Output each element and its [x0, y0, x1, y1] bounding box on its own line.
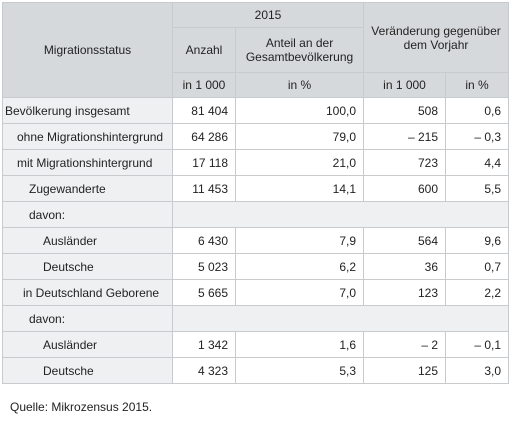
- table-row: ohne Migrationshintergrund 64 286 79,0– 21…: [2, 123, 510, 150]
- empty-cell: [171, 201, 510, 228]
- row-label: Deutsche: [2, 357, 173, 384]
- value-cell: 81 404: [172, 97, 236, 124]
- value-cell: 36: [363, 253, 447, 280]
- value-cell: – 0,1: [445, 331, 510, 358]
- table-row: Ausländer 6 430 7,9 564 9,6: [2, 227, 510, 254]
- row-label: ohne Migrationshintergrund: [2, 123, 173, 150]
- table-row: Zugewanderte 11 453 14,1 600 5,5: [2, 175, 510, 202]
- value-cell: 4,4: [445, 149, 510, 176]
- value-cell: 17 118: [172, 149, 236, 176]
- header-unit: in %: [445, 72, 510, 98]
- header-change: Veränderung gegenüber dem Vorjahr: [363, 2, 510, 73]
- empty-cell: [171, 305, 510, 332]
- value-cell: 7,0: [234, 279, 365, 306]
- value-cell: 123: [363, 279, 447, 306]
- value-cell: 3,0: [445, 357, 510, 384]
- value-cell: 0,6: [445, 97, 510, 124]
- table-row: Ausländer 1 342 1,6– 2– 0,1: [2, 331, 510, 358]
- value-cell: – 0,3: [445, 123, 510, 150]
- value-cell: 9,6: [445, 227, 510, 254]
- value-cell: 5,3: [234, 357, 365, 384]
- value-cell: 11 453: [172, 175, 236, 202]
- value-cell: 508: [363, 97, 447, 124]
- row-label: Ausländer: [2, 227, 173, 254]
- value-cell: 6,2: [234, 253, 365, 280]
- value-cell: 2,2: [445, 279, 510, 306]
- table-row: Deutsche 5 023 6,2 36 0,7: [2, 253, 510, 280]
- table-row: mit Migrationshintergrund 17 118 21,0 723 4,…: [2, 149, 510, 176]
- value-cell: 14,1: [234, 175, 365, 202]
- table-body: Bevölkerung insgesamt 81 404 100,0 508 0,6 oh…: [2, 97, 510, 384]
- table-row: Bevölkerung insgesamt 81 404 100,0 508 0,6: [2, 97, 510, 124]
- row-label: davon:: [2, 305, 173, 332]
- header-status: Migrationsstatus: [2, 2, 173, 98]
- value-cell: 6 430: [172, 227, 236, 254]
- value-cell: 125: [363, 357, 447, 384]
- header-unit: in %: [234, 72, 365, 98]
- value-cell: 5,5: [445, 175, 510, 202]
- row-label: Deutsche: [2, 253, 173, 280]
- value-cell: 79,0: [234, 123, 365, 150]
- value-cell: 600: [363, 175, 447, 202]
- table-row: davon:: [2, 305, 510, 332]
- row-label: in Deutschland Geborene: [2, 279, 173, 306]
- value-cell: 100,0: [234, 97, 365, 124]
- value-cell: 1,6: [234, 331, 365, 358]
- row-label: Bevölkerung insgesamt: [2, 97, 173, 124]
- header-column: Anteil an der Gesamtbevölkerung: [234, 27, 365, 73]
- row-label: davon:: [2, 201, 173, 228]
- value-cell: – 215: [363, 123, 447, 150]
- value-cell: 64 286: [172, 123, 236, 150]
- value-cell: 723: [363, 149, 447, 176]
- row-label: Ausländer: [2, 331, 173, 358]
- table-row: Deutsche 4 323 5,3 125 3,0: [2, 357, 510, 384]
- header-column: Anzahl: [172, 27, 236, 73]
- data-table: Migrationsstatus 2015 Veränderung gegenü…: [2, 2, 510, 384]
- value-cell: 21,0: [234, 149, 365, 176]
- header-unit: in 1 000: [172, 72, 236, 98]
- row-label: mit Migrationshintergrund: [2, 149, 173, 176]
- row-label: Zugewanderte: [2, 175, 173, 202]
- source-note: Quelle: Mikrozensus 2015.: [10, 400, 153, 414]
- value-cell: – 2: [363, 331, 447, 358]
- value-cell: 7,9: [234, 227, 365, 254]
- value-cell: 0,7: [445, 253, 510, 280]
- value-cell: 4 323: [172, 357, 236, 384]
- value-cell: 5 665: [172, 279, 236, 306]
- header-unit: in 1 000: [363, 72, 447, 98]
- value-cell: 1 342: [172, 331, 236, 358]
- header-year: 2015: [171, 2, 365, 28]
- value-cell: 5 023: [172, 253, 236, 280]
- table-row: davon:: [2, 201, 510, 228]
- value-cell: 564: [363, 227, 447, 254]
- table-row: in Deutschland Geborene 5 665 7,0 123 2,2: [2, 279, 510, 306]
